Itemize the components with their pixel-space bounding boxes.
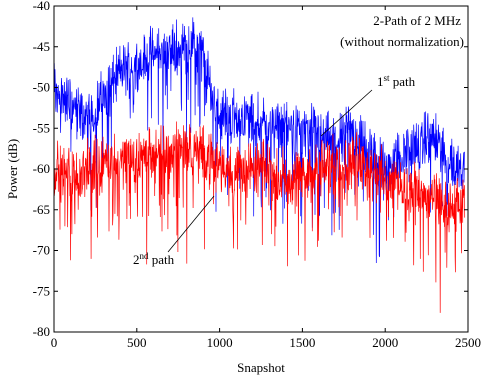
series-line-1: [53, 17, 465, 264]
y-tick-label: -75: [33, 283, 50, 298]
x-tick-label: 2000: [372, 335, 398, 350]
y-tick-label: -70: [33, 243, 50, 258]
y-tick-label: -80: [33, 324, 50, 339]
y-tick-label: -50: [33, 80, 50, 95]
y-axis-label: Power (dB): [5, 139, 20, 199]
x-tick-label: 1000: [207, 335, 233, 350]
first-path-text: path: [390, 74, 416, 89]
tick-layer: 0 500 1000 1500 2000 2500 -80 -75 -70 -65 -60 -55 -5…: [33, 0, 481, 350]
y-tick-label: -65: [33, 202, 50, 217]
second-path-pointer: [167, 195, 215, 253]
first-path-number: 1: [377, 74, 384, 89]
first-path-annotation: 1st path: [377, 73, 416, 89]
y-tick-label: -40: [33, 0, 50, 13]
first-path-pointer: [320, 89, 373, 137]
second-path-number: 2: [133, 252, 140, 267]
x-tick-label: 500: [127, 335, 147, 350]
second-path-sup: nd: [140, 251, 150, 261]
x-tick-label: 1500: [289, 335, 315, 350]
second-path-text: path: [149, 252, 175, 267]
series-layer: [53, 17, 466, 313]
second-path-annotation: 2nd path: [133, 251, 175, 267]
y-tick-label: -60: [33, 161, 50, 176]
x-axis-label: Snapshot: [237, 360, 285, 375]
x-tick-label: 2500: [455, 335, 481, 350]
x-tick-label: 0: [51, 335, 58, 350]
y-tick-label: -55: [33, 120, 50, 135]
header-annotation-line1: 2-Path of 2 MHz: [373, 13, 461, 28]
series-line-2: [53, 121, 466, 313]
y-tick-label: -45: [33, 39, 50, 54]
header-annotation-line2: (without normalization): [340, 34, 464, 49]
first-path-sup: st: [384, 73, 391, 83]
